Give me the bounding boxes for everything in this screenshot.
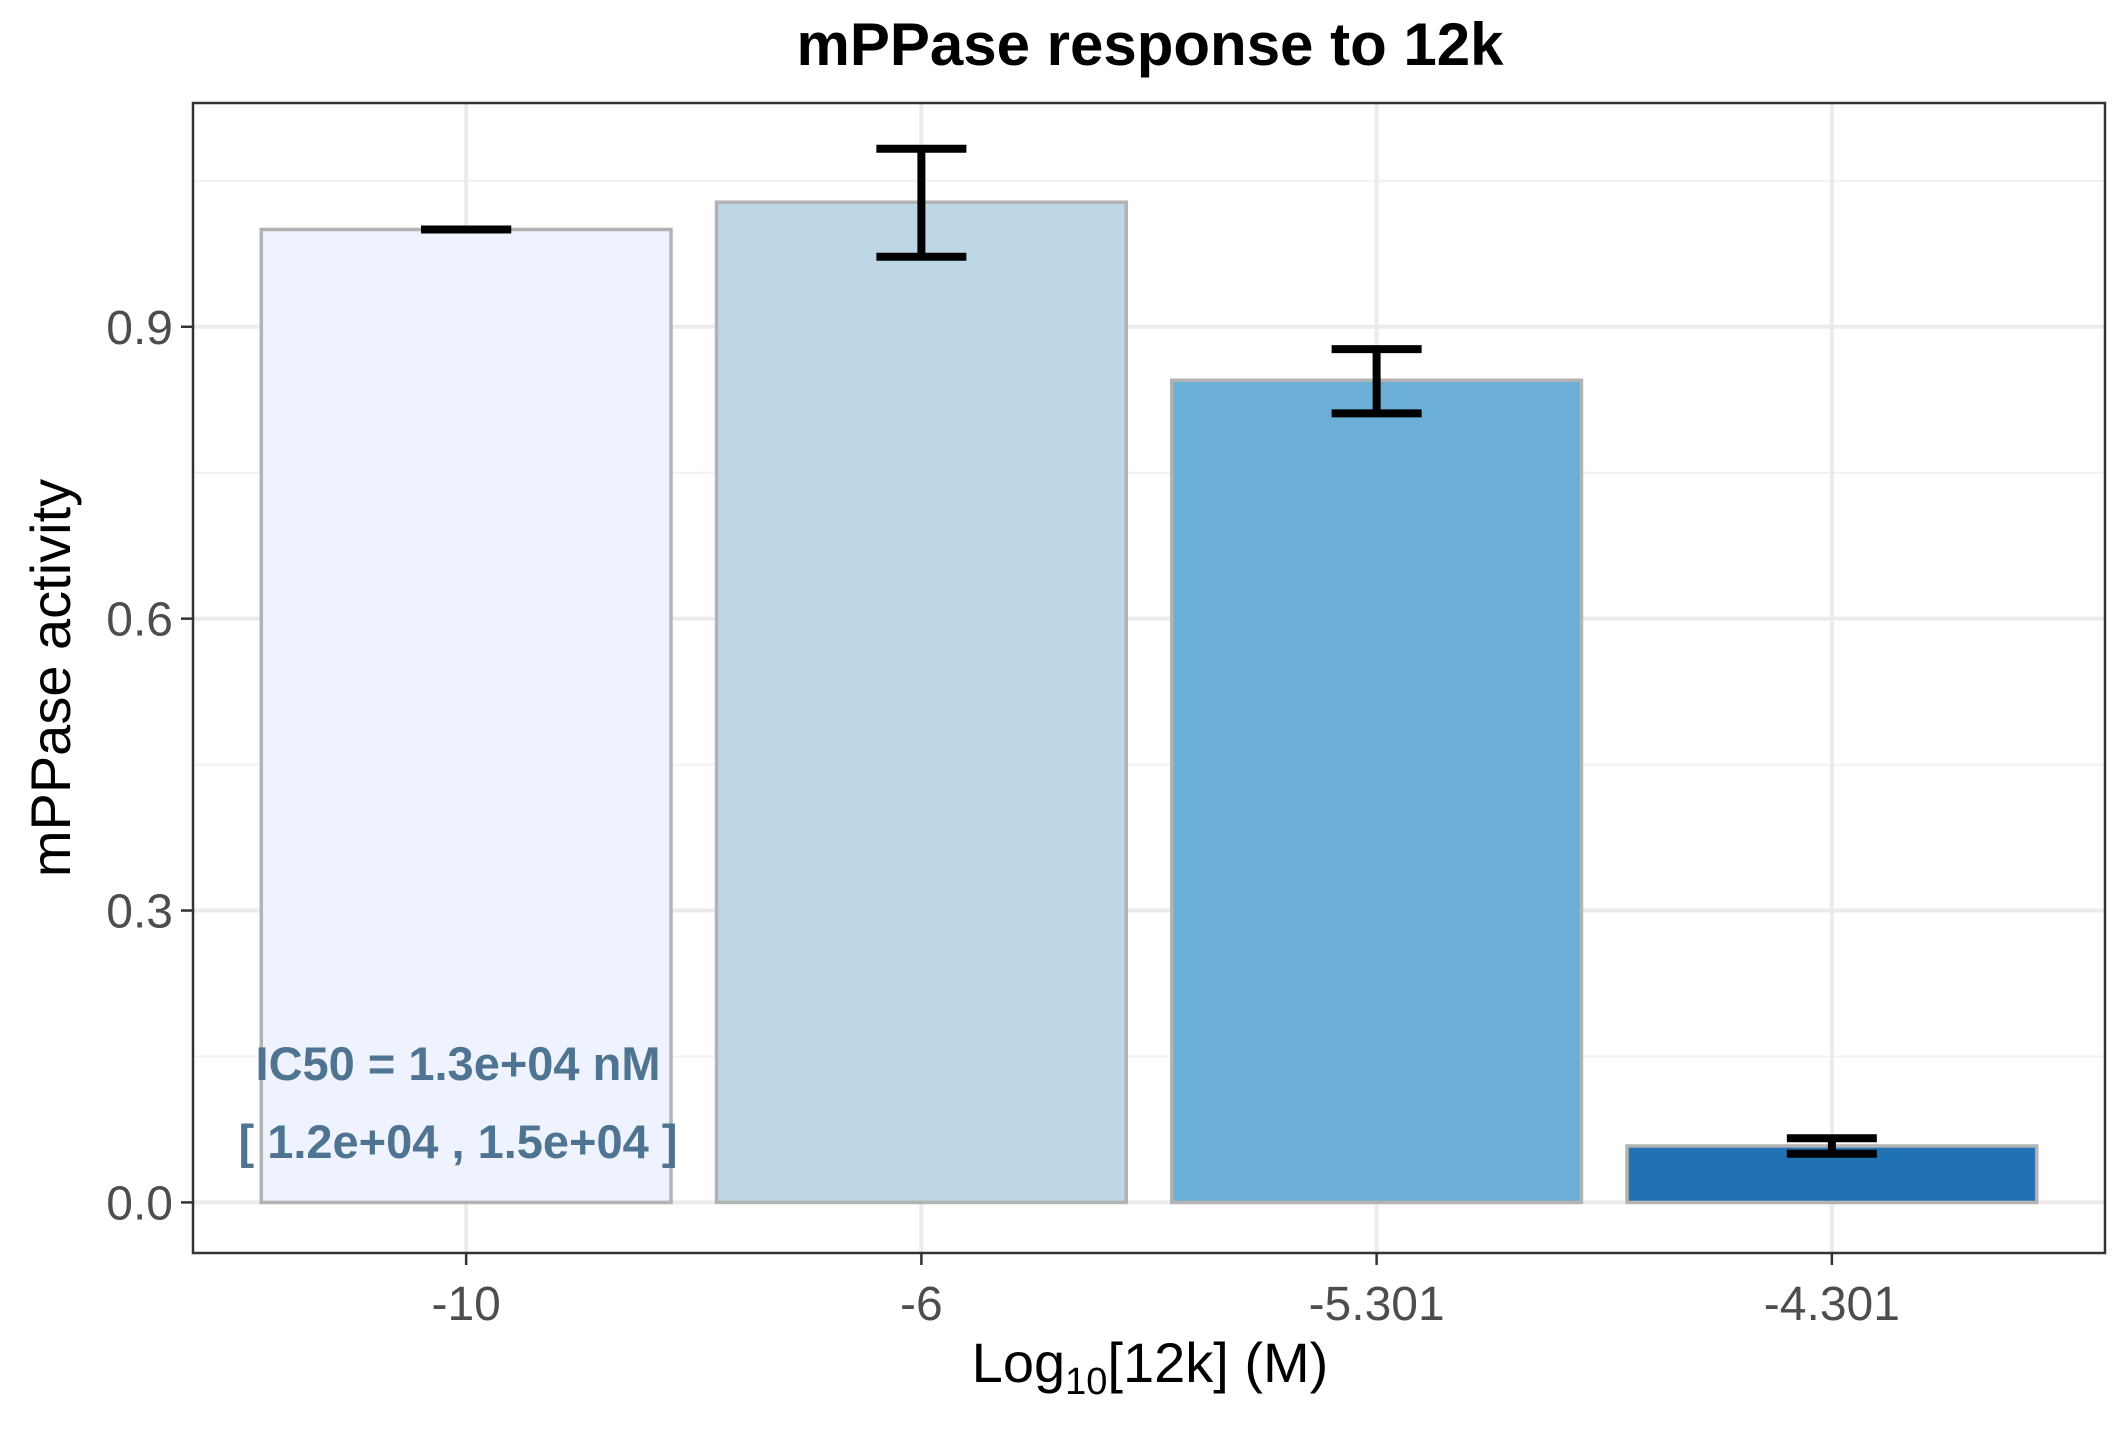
y-tick-label: 0.9 xyxy=(106,302,173,355)
bars xyxy=(259,200,2039,1205)
y-tick-label: 0.6 xyxy=(106,594,173,647)
chart-title: mPPase response to 12k xyxy=(796,11,1504,78)
y-axis-title: mPPase activity xyxy=(19,479,82,877)
bar xyxy=(1170,378,1584,1205)
error-bars xyxy=(421,144,1877,1158)
bar xyxy=(259,227,673,1205)
x-axis-title-prefix: Log xyxy=(972,1331,1065,1394)
y-tick-label: 0.0 xyxy=(106,1177,173,1230)
plot-panel-border xyxy=(191,101,2107,1255)
y-tick-label: 0.3 xyxy=(106,886,173,939)
x-tick-label: -6 xyxy=(900,1278,943,1331)
x-axis: -10 -6 -5.301 -4.301 xyxy=(431,1253,1900,1331)
bar xyxy=(714,200,1128,1205)
y-axis: 0.0 0.3 0.6 0.9 xyxy=(106,302,193,1230)
x-tick-label: -5.301 xyxy=(1309,1278,1445,1331)
x-axis-title-suffix: [12k] (M) xyxy=(1107,1331,1328,1394)
x-tick-label: -4.301 xyxy=(1764,1278,1900,1331)
x-axis-title: Log10[12k] (M) xyxy=(972,1331,1329,1403)
x-tick-label: -10 xyxy=(431,1278,500,1331)
ic50-confidence-interval: [ 1.2e+04 , 1.5e+04 ] xyxy=(239,1115,678,1168)
ic50-annotation: IC50 = 1.3e+04 nM xyxy=(256,1037,661,1090)
x-axis-title-subscript: 10 xyxy=(1065,1361,1107,1403)
